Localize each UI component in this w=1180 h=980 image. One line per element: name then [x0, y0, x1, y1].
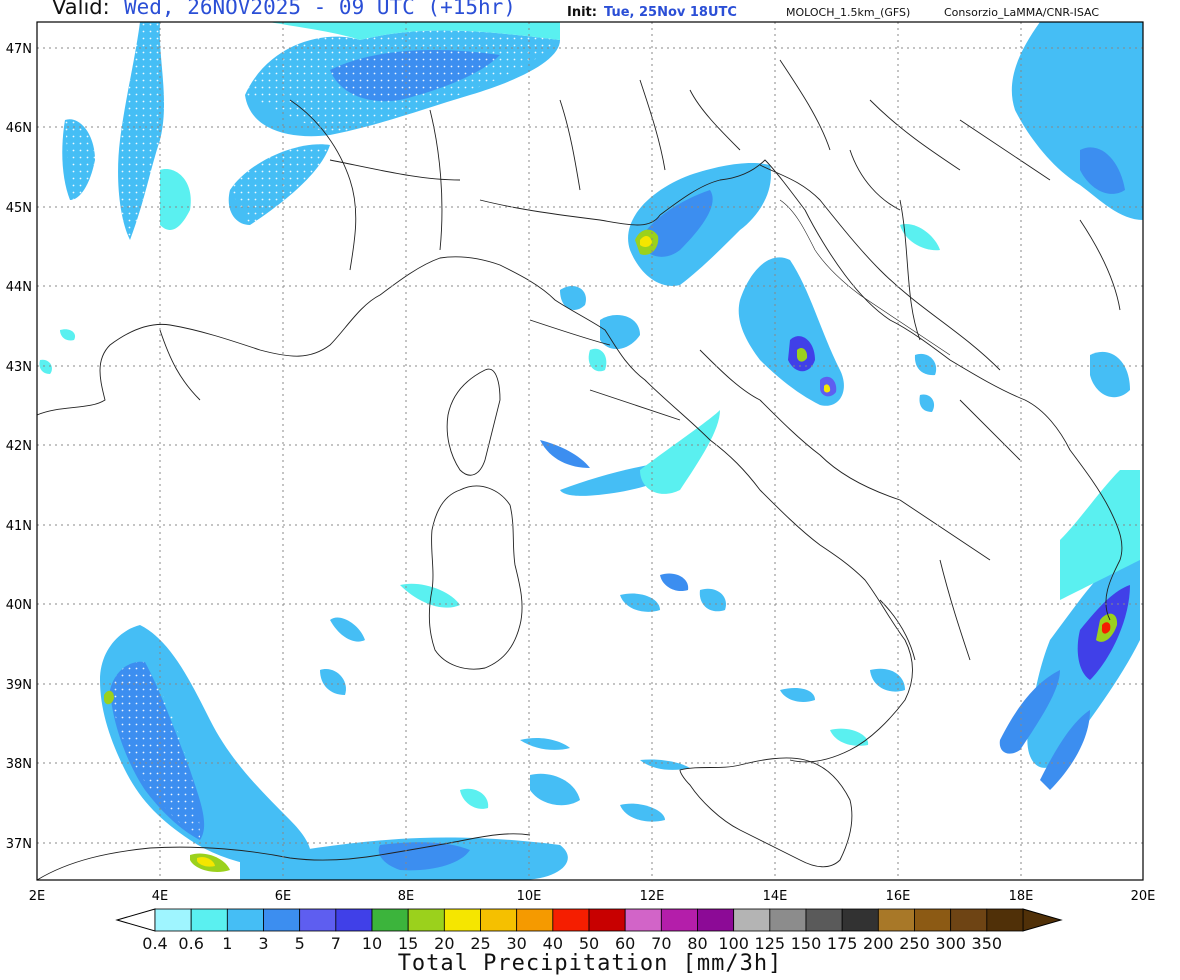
colorbar-swatch [552, 908, 590, 932]
colorbar-swatch [263, 908, 301, 932]
model-name: MOLOCH_1.5km_(GFS) [786, 6, 911, 19]
lon-label-12e: 12E [640, 889, 665, 904]
map-frame [36, 21, 1144, 881]
colorbar-tick-label: 25 [470, 934, 491, 953]
colorbar-tick-label: 60 [614, 934, 636, 953]
colorbar-tick-label: 3 [258, 934, 269, 953]
lat-lon-grid [37, 22, 1143, 880]
colorbar [115, 908, 1063, 932]
colorbar-tick-label: 7 [330, 934, 341, 953]
colorbar-tick-label: 0.6 [178, 934, 204, 953]
colorbar-tick-label: 200 [863, 934, 894, 953]
colorbar-swatch [588, 908, 626, 932]
lat-label-37n: 37N [6, 837, 32, 852]
colorbar-swatch [154, 908, 192, 932]
colorbar-tick-label: 350 [971, 934, 1003, 953]
colorbar-swatch [516, 908, 554, 932]
colorbar-tick-label: 300 [935, 934, 966, 953]
colorbar-swatch [371, 908, 409, 932]
map-header: Valid: Wed, 26NOV2025 - 09 UTC (+15hr) I… [0, 0, 1180, 22]
colorbar-tick-label: 175 [826, 934, 858, 953]
colorbar-tick-label: 10 [361, 934, 383, 953]
colorbar-swatch [841, 908, 879, 932]
colorbar-over-arrow [1022, 908, 1063, 932]
init-time: Tue, 25Nov 18UTC [604, 5, 737, 20]
longitude-labels: 2E 4E 6E 8E 10E 12E 14E 16E 18E 20E [29, 889, 1156, 904]
lat-label-43n: 43N [6, 360, 32, 375]
lon-label-2e: 2E [29, 889, 46, 904]
colorbar-title: Total Precipitation [mm/3h] [397, 951, 783, 976]
colorbar-swatch [660, 908, 698, 932]
lat-label-46n: 46N [6, 121, 32, 136]
lat-label-39n: 39N [6, 678, 32, 693]
init-label: Init: [567, 5, 597, 20]
colorbar-tick-label: 100 [718, 934, 749, 953]
colorbar-tick-label: 250 [899, 934, 930, 953]
lon-label-20e: 20E [1131, 889, 1156, 904]
colorbar-tick-label: 0.4 [142, 934, 168, 953]
organization-name: Consorzio_LaMMA/CNR-ISAC [944, 6, 1100, 19]
colorbar-under-arrow [115, 908, 156, 932]
colorbar-tick-label: 30 [506, 934, 527, 953]
lon-label-18e: 18E [1009, 889, 1034, 904]
lat-label-45n: 45N [6, 201, 32, 216]
colorbar-tick-label: 1 [222, 934, 233, 953]
lon-label-6e: 6E [275, 889, 292, 904]
colorbar-swatch [335, 908, 373, 932]
colorbar-swatch [914, 908, 952, 932]
colorbar-swatch [190, 908, 228, 932]
lat-label-40n: 40N [6, 598, 32, 613]
colorbar-swatch [443, 908, 481, 932]
lon-label-10e: 10E [517, 889, 542, 904]
colorbar-swatch [624, 908, 662, 932]
colorbar-tick-label: 40 [542, 934, 564, 953]
colorbar-tick-label: 50 [578, 934, 600, 953]
colorbar-tick-label: 20 [434, 934, 455, 953]
colorbar-tick-label: 150 [790, 934, 822, 953]
colorbar-swatch [299, 908, 337, 932]
map-background [37, 22, 1143, 880]
colorbar-swatch [733, 908, 771, 932]
valid-label: Valid: [52, 0, 110, 19]
valid-time: Wed, 26NOV2025 - 09 UTC (+15hr) [124, 0, 516, 19]
colorbar-tick-label: 15 [397, 934, 419, 953]
colorbar-tick-label: 125 [754, 934, 786, 953]
lon-label-8e: 8E [398, 889, 415, 904]
lat-label-44n: 44N [6, 280, 32, 295]
colorbar-swatch [769, 908, 807, 932]
lon-label-16e: 16E [886, 889, 911, 904]
lat-label-42n: 42N [6, 439, 32, 454]
colorbar-tick-label: 5 [294, 934, 305, 953]
colorbar-swatch [226, 908, 264, 932]
colorbar-tick-label: 80 [687, 934, 708, 953]
latitude-labels: 47N 46N 45N 44N 43N 42N 41N 40N 39N 38N … [6, 42, 32, 852]
colorbar-swatch [697, 908, 735, 932]
colorbar-swatch [950, 908, 988, 932]
colorbar-tick-label: 70 [651, 934, 672, 953]
lon-label-14e: 14E [763, 889, 788, 904]
colorbar-swatch [805, 908, 843, 932]
lat-label-47n: 47N [6, 42, 32, 57]
lon-label-4e: 4E [152, 889, 169, 904]
lat-label-41n: 41N [6, 519, 32, 534]
lat-label-38n: 38N [6, 757, 32, 772]
colorbar-swatch [407, 908, 445, 932]
colorbar-swatch [986, 908, 1024, 932]
colorbar-swatch [480, 908, 518, 932]
colorbar-swatch [877, 908, 915, 932]
